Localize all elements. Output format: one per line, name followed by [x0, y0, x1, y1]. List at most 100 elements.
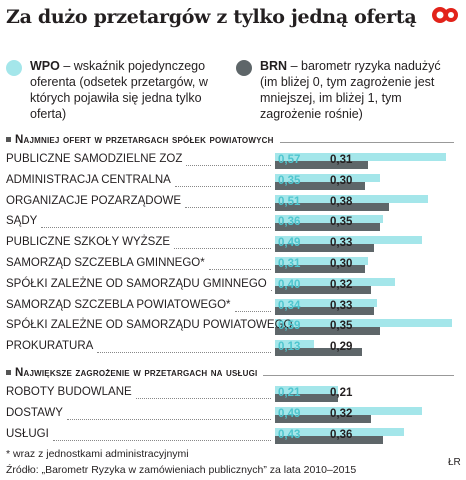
wpo-bar [275, 406, 422, 415]
leader-dots [174, 185, 271, 187]
wpo-bar [275, 340, 314, 349]
section-rule [279, 142, 454, 143]
wpo-bar [275, 236, 422, 245]
brn-bar [275, 161, 368, 169]
brn-bar [275, 348, 362, 357]
table-row: USŁUGI 0,43 0,36 [0, 426, 466, 446]
brn-value-label: 0,31 [330, 154, 353, 166]
category-label: SPÓŁKI ZALEŻNE OD SAMORZĄDU POWIATOWEGO [6, 319, 293, 332]
wpo-value-label: 0,49 [278, 237, 301, 250]
section-heading-2: Największe zagrożenie w przetargach na u… [6, 367, 454, 379]
category-label: ORGANIZACJE POZARZĄDOWE [6, 194, 182, 207]
brn-bar [275, 181, 365, 190]
wpo-bar [275, 277, 395, 286]
category-label: SĄDY [6, 215, 38, 228]
author-credit: ŁR [448, 457, 461, 468]
category-label: SAMORZĄD SZCZEBLA POWIATOWEGO* [6, 298, 231, 311]
brn-bar [275, 435, 383, 444]
wpo-value-label: 0,51 [278, 195, 301, 208]
brn-bar [275, 244, 374, 253]
table-row: ROBOTY BUDOWLANE 0,21 0,21 [0, 384, 466, 404]
brn-bar [275, 414, 371, 423]
leader-dots [186, 165, 271, 166]
table-row: SAMORZĄD SZCZEBLA POWIATOWEGO* 0,34 0,33 [0, 297, 466, 317]
table-row: SPÓŁKI ZALEŻNE OD SAMORZĄDU POWIATOWEGO 0… [0, 317, 466, 337]
brn-bar [275, 394, 338, 402]
brn-value-label: 0,21 [330, 387, 353, 399]
section-rule [263, 375, 454, 376]
category-label: SAMORZĄD SZCZEBLA GMINNEGO* [6, 257, 205, 269]
wpo-bar [275, 153, 446, 161]
category-label: ROBOTY BUDOWLANE [6, 386, 132, 398]
leader-dots [52, 439, 271, 441]
wpo-bar [275, 173, 380, 182]
section-heading-1: Najmniej ofert w przetargach spółek powi… [6, 134, 454, 146]
table-row: SAMORZĄD SZCZEBLA GMINNEGO* 0,31 0,30 [0, 255, 466, 275]
footnote: * wraz z jednostkami administracyjnymi [6, 448, 189, 460]
brn-value-label: 0,29 [330, 341, 353, 354]
leader-dots [97, 352, 271, 354]
legend-wpo-swatch [6, 60, 22, 76]
legend-brn-swatch [236, 60, 252, 76]
brn-bar [275, 202, 389, 211]
wpo-bar [275, 319, 452, 328]
legend-brn-text: – barometr ryzyka nadużyć (im bliżej 0, … [260, 59, 441, 121]
brn-value-label: 0,36 [330, 428, 353, 441]
wpo-value-label: 0,36 [278, 216, 301, 229]
table-row: PROKURATURA 0,13 0,29 [0, 338, 466, 358]
leader-dots [66, 418, 271, 420]
brn-value-label: 0,33 [330, 237, 353, 250]
brn-value-label: 0,32 [330, 278, 353, 291]
category-label: DOSTAWY [6, 406, 63, 419]
category-label: SPÓŁKI ZALEŻNE OD SAMORZĄDU GMINNEGO [6, 277, 267, 290]
category-label: PUBLICZNE SAMODZIELNE ZOZ [6, 153, 183, 165]
wpo-bar [275, 215, 383, 224]
legend-brn-code: BRN [260, 59, 288, 73]
brn-value-label: 0,30 [330, 174, 353, 187]
category-label: PROKURATURA [6, 340, 94, 353]
section-heading-2-text: Największe zagrożenie w przetargach na u… [15, 367, 258, 379]
table-row: SĄDY 0,36 0,35 [0, 213, 466, 233]
table-row: SPÓŁKI ZALEŻNE OD SAMORZĄDU GMINNEGO 0,40… [0, 276, 466, 296]
wpo-value-label: 0,34 [278, 299, 301, 312]
brn-bar [275, 223, 380, 232]
table-row: PUBLICZNE SAMODZIELNE ZOZ 0,57 0,31 [0, 151, 466, 171]
wpo-bar [275, 386, 338, 394]
chart-title: Za dużo przetargów z tylko jedną ofertą [6, 6, 417, 28]
table-row: PUBLICZNE SZKOŁY WYŻSZE 0,49 0,33 [0, 234, 466, 254]
brn-value-label: 0,30 [330, 258, 353, 270]
wpo-value-label: 0,35 [278, 174, 301, 187]
brn-value-label: 0,33 [330, 299, 353, 312]
category-label: PUBLICZNE SZKOŁY WYŻSZE [6, 236, 171, 249]
leader-dots [208, 269, 271, 270]
wpo-value-label: 0,49 [278, 407, 301, 420]
leader-dots [234, 310, 271, 312]
brn-value-label: 0,32 [330, 407, 353, 420]
wpo-value-label: 0,13 [278, 341, 301, 354]
wpo-bar [275, 257, 368, 265]
wpo-value-label: 0,59 [278, 320, 301, 333]
brn-bar [275, 285, 371, 294]
brn-bar [275, 327, 380, 336]
legend-wpo-text: – wskaźnik pojedynczego oferenta (odsete… [30, 59, 208, 121]
wpo-value-label: 0,57 [278, 154, 301, 166]
wpo-value-label: 0,21 [278, 387, 301, 399]
brn-value-label: 0,38 [330, 195, 353, 208]
wpo-value-label: 0,40 [278, 278, 301, 291]
section-heading-1-text: Najmniej ofert w przetargach spółek powi… [15, 134, 274, 146]
leader-dots [135, 398, 271, 399]
source-note: Źródło: „Barometr Ryzyka w zamówieniach … [6, 464, 357, 476]
leader-dots [41, 227, 271, 229]
category-label: USŁUGI [6, 427, 49, 440]
brn-bar [275, 265, 365, 273]
wpo-bar [275, 194, 428, 203]
brn-bar [275, 306, 374, 315]
leader-dots [185, 206, 271, 208]
newspaper-logo-icon [432, 7, 458, 23]
category-label: ADMINISTRACJA CENTRALNA [6, 173, 171, 186]
wpo-bar [275, 298, 377, 307]
leader-dots [174, 248, 271, 250]
brn-value-label: 0,35 [330, 216, 353, 229]
legend-wpo-code: WPO [30, 59, 60, 73]
table-row: ORGANIZACJE POZARZĄDOWE 0,51 0,38 [0, 193, 466, 213]
